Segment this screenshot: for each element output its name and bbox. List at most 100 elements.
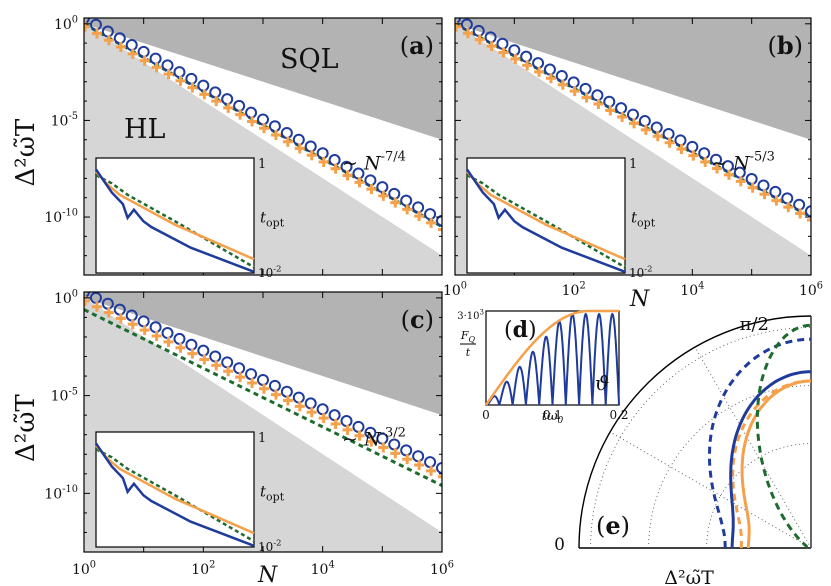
scaling-label: ∼ N-5/3 [711, 150, 775, 175]
x-tick-label: 104 [680, 281, 704, 299]
orange-cross-marker [498, 47, 509, 58]
orange-cross-marker [151, 62, 162, 73]
orange-cross-marker [151, 331, 162, 342]
y-tick-label: 10-5 [51, 386, 78, 404]
scaling-label: ∼ N-3/2 [342, 425, 406, 450]
orange-cross-marker [534, 66, 545, 77]
y-tick-label: 100 [54, 289, 78, 307]
polar-blue-dashed [708, 337, 812, 548]
orange-cross-marker [522, 60, 533, 71]
orange-cross-marker [282, 395, 293, 406]
orange-cross-marker [807, 215, 811, 225]
panel-c: (c) ∼ N-3/2 1 10-2 topt [83, 291, 443, 554]
inset-tick-top: 1 [629, 157, 637, 172]
panel-e: π/2 0 ϑ Δ²ω̃T (e) [554, 314, 812, 586]
blue-circle-marker [805, 205, 811, 218]
polar-blue-solid [729, 370, 812, 548]
orange-cross-marker [247, 377, 258, 388]
inset-frame [466, 157, 626, 274]
polar-grid-arc [706, 443, 812, 549]
inset-tick-bottom: 10-2 [258, 538, 281, 554]
orange-cross-marker [390, 448, 401, 459]
orange-cross-marker [712, 163, 723, 174]
hl-label: HL [124, 114, 166, 145]
polar-green-dashed [755, 323, 812, 549]
orange-cross-marker [617, 111, 628, 122]
orange-cross-marker [390, 197, 401, 208]
orange-cross-marker [270, 389, 281, 400]
y-tick-label: 10-5 [51, 111, 78, 129]
orange-cross-marker [771, 195, 782, 206]
panel-d-x-tick: 0.2 [609, 408, 628, 422]
orange-cross-marker [664, 137, 675, 148]
orange-cross-marker [759, 189, 770, 200]
orange-cross-marker [783, 202, 794, 213]
y-tick-label: 10-10 [44, 484, 78, 502]
x-axis-title-c: N [257, 563, 278, 586]
polar-grid-ray [694, 346, 812, 549]
orange-cross-marker [414, 211, 425, 222]
orange-cross-marker [235, 109, 246, 120]
orange-cross-marker [127, 48, 138, 59]
orange-cross-marker [318, 157, 329, 168]
orange-cross-marker [510, 53, 521, 64]
orange-cross-marker [402, 204, 413, 215]
panel-b: (b) ∼ N-5/3 1 10-2 topt [454, 17, 812, 280]
sql-label: SQL [280, 44, 339, 75]
orange-cross-marker [605, 105, 616, 116]
orange-cross-marker [354, 430, 365, 441]
orange-cross-marker [103, 307, 114, 318]
orange-cross-marker [462, 28, 473, 39]
panel-d-y-den: t [466, 346, 471, 359]
x-axis-title-b: N [629, 287, 650, 312]
orange-cross-marker [306, 150, 317, 161]
orange-cross-marker [115, 42, 126, 53]
orange-cross-marker [676, 144, 687, 155]
orange-cross-marker [474, 34, 485, 45]
orange-cross-marker [247, 116, 258, 127]
x-tick-label: 100 [72, 560, 96, 578]
y-tick-label: 10-10 [44, 208, 78, 226]
blue-circle-marker [436, 214, 442, 227]
orange-cross-marker [735, 176, 746, 187]
orange-cross-marker [103, 35, 114, 46]
x-tick-label: 106 [430, 560, 454, 578]
y-axis-title: Δ²ω̃T [11, 118, 41, 186]
orange-cross-marker [342, 170, 353, 181]
orange-cross-marker [211, 360, 222, 371]
panel-d-y-num: FQ [460, 329, 476, 344]
x-tick-label: 106 [799, 281, 823, 299]
orange-cross-marker [223, 102, 234, 113]
orange-cross-marker [211, 96, 222, 107]
orange-cross-marker [127, 319, 138, 330]
panel-a: (a) ∼ N-7/4 SQL HL 1 10-2 topt [83, 17, 443, 280]
orange-cross-marker [139, 55, 150, 66]
orange-cross-marker [581, 92, 592, 103]
orange-cross-marker [688, 150, 699, 161]
orange-cross-marker [723, 169, 734, 180]
orange-cross-marker [629, 118, 639, 129]
inset-blue-line [94, 168, 255, 274]
panel-label: (e) [596, 511, 630, 540]
orange-cross-marker [652, 131, 663, 142]
panel-d-x-tick: 0.1 [543, 408, 562, 422]
orange-cross-marker [187, 82, 198, 93]
orange-cross-marker [795, 208, 806, 219]
polar-orange-solid [740, 379, 811, 548]
orange-cross-marker [330, 419, 341, 429]
blue-circle-marker [436, 461, 442, 474]
panel-d-orange-line [484, 309, 619, 406]
orange-cross-marker [700, 157, 711, 168]
orange-cross-marker [115, 313, 126, 324]
green-dashed-line [84, 308, 442, 487]
inset-ylabel: topt [260, 482, 285, 503]
polar-angle-top: π/2 [740, 314, 769, 335]
scaling-label: ∼ N-7/4 [342, 150, 406, 175]
inset: 1 10-2 topt [94, 157, 285, 280]
x-tick-label: 102 [191, 560, 215, 578]
inset-blue-line [465, 168, 626, 274]
inset-blue-line [94, 442, 255, 548]
orange-cross-marker [426, 217, 437, 228]
orange-cross-marker [282, 136, 293, 147]
polar-radius-label: Δ²ω̃T [664, 567, 714, 586]
